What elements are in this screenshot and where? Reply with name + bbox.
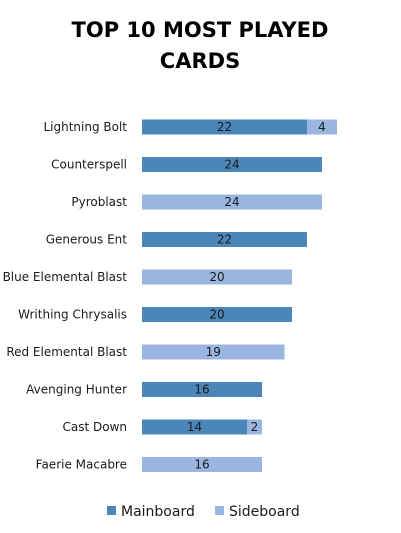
bar-mainboard	[142, 157, 322, 172]
bar-mainboard	[142, 232, 307, 247]
category-label: Lightning Bolt	[43, 120, 127, 134]
chart-title-line-1: TOP 10 MOST PLAYED	[72, 18, 329, 42]
data-label: 16	[194, 383, 209, 397]
data-label: 2	[251, 420, 259, 434]
data-label: 20	[209, 270, 224, 284]
bar-sideboard	[142, 457, 262, 472]
legend-label-sideboard: Sideboard	[229, 504, 300, 520]
data-label: 24	[224, 158, 239, 172]
bar-sideboard	[307, 119, 337, 135]
bar-mainboard	[142, 119, 307, 135]
chart-title-line-2: CARDS	[160, 49, 240, 73]
category-label: Blue Elemental Blast	[3, 270, 128, 284]
bar-mainboard	[142, 307, 292, 322]
bar-mainboard	[142, 419, 247, 435]
category-label: Red Elemental Blast	[6, 345, 127, 359]
category-label: Counterspell	[51, 158, 127, 172]
category-label: Generous Ent	[46, 233, 128, 247]
category-label: Writhing Chrysalis	[18, 308, 127, 322]
bar-mainboard	[142, 382, 262, 397]
category-label: Faerie Macabre	[36, 458, 127, 472]
bar-sideboard	[247, 419, 262, 435]
category-label: Avenging Hunter	[26, 383, 127, 397]
data-label: 16	[194, 458, 209, 472]
legend-label-mainboard: Mainboard	[121, 504, 195, 520]
data-label: 24	[224, 195, 239, 209]
data-label: 19	[206, 345, 221, 359]
data-label: 20	[209, 308, 224, 322]
data-label: 14	[187, 420, 202, 434]
bar-sideboard	[142, 344, 285, 360]
legend-swatch-mainboard	[107, 506, 116, 515]
data-label: 22	[217, 233, 232, 247]
bar-sideboard	[142, 269, 292, 285]
legend-swatch-sideboard	[215, 506, 224, 515]
category-label: Cast Down	[62, 420, 127, 434]
data-label: 22	[217, 120, 232, 134]
legend: Mainboard Sideboard	[107, 504, 300, 520]
bar-sideboard	[142, 194, 322, 210]
data-label: 4	[318, 120, 326, 134]
category-label: Pyroblast	[71, 195, 127, 209]
